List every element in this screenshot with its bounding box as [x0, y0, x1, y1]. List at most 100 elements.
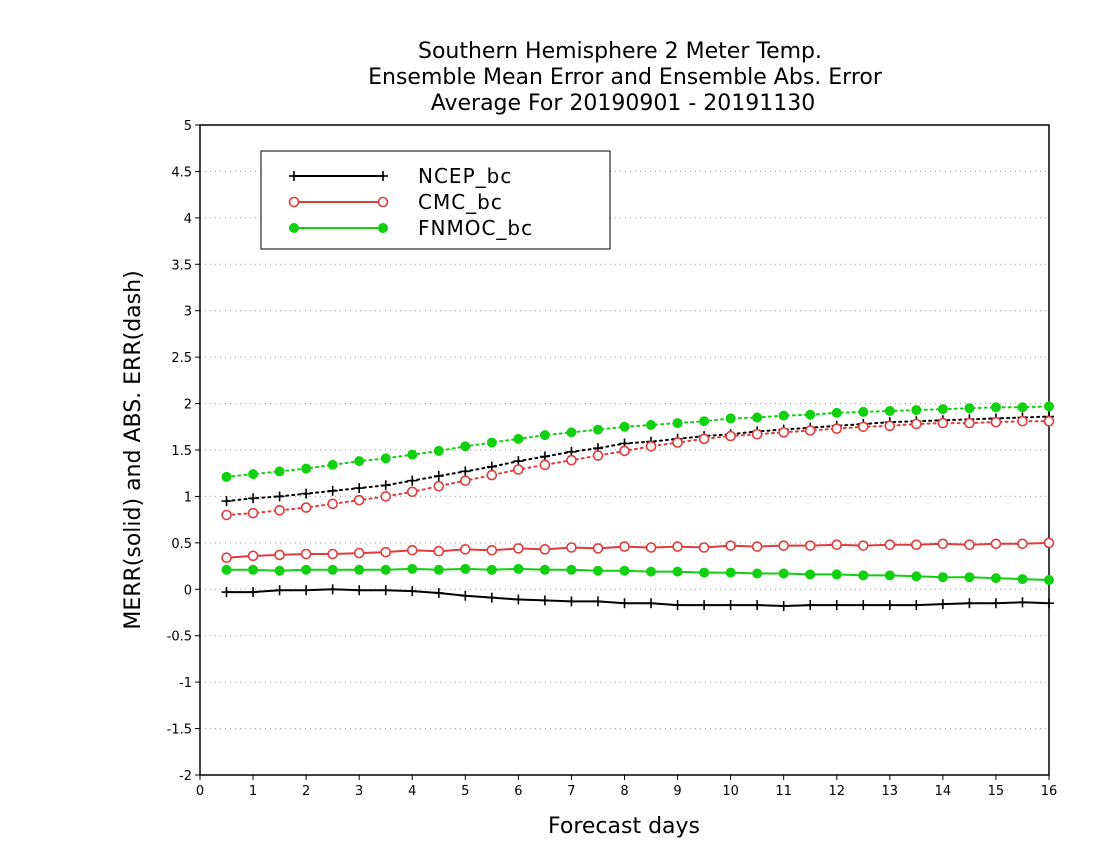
series-cmc-bc-merr-point — [725, 540, 736, 551]
series-fnmoc-bc-abs-err-point — [699, 416, 710, 427]
x-tick-label: 7 — [567, 784, 575, 799]
series-fnmoc-bc-merr-point — [407, 563, 418, 574]
series-ncep-bc-merr-point — [301, 585, 312, 596]
series-cmc-bc-merr-point — [433, 545, 445, 557]
x-tick-label: 5 — [461, 784, 469, 799]
series-fnmoc-bc-merr-point — [884, 570, 895, 581]
series-group — [221, 401, 1055, 611]
series-fnmoc-bc-merr-point — [486, 564, 497, 575]
series-ncep-bc-merr-point — [327, 584, 338, 595]
series-cmc-bc-abs-err-point — [804, 425, 816, 436]
series-fnmoc-bc-merr-point — [460, 563, 471, 574]
series-ncep-bc-merr-point — [407, 586, 418, 597]
y-tick-label: 4.5 — [171, 165, 192, 180]
series-fnmoc-bc-merr-point — [248, 564, 259, 575]
y-tick-label: -1.5 — [167, 723, 192, 738]
series-cmc-bc-abs-err-point — [247, 507, 259, 519]
series-cmc-bc-merr-point — [460, 544, 471, 555]
series-fnmoc-bc-abs-err-point — [619, 421, 630, 432]
series-cmc-bc-abs-err-point — [884, 420, 896, 432]
y-tick-label: 2.5 — [171, 351, 192, 366]
series-ncep-bc-merr-point — [354, 585, 365, 596]
series-cmc-bc-abs-err-point — [300, 502, 312, 513]
y-tick-label: -2 — [179, 769, 192, 784]
series-fnmoc-bc-abs-err-point — [566, 427, 577, 438]
series-fnmoc-bc-merr-point — [858, 570, 869, 581]
series-cmc-bc-merr-point — [274, 549, 285, 561]
series-fnmoc-bc-merr-point — [327, 564, 338, 575]
series-cmc-bc-merr-point — [486, 544, 498, 556]
series-fnmoc-bc-merr-point — [221, 564, 232, 575]
x-tick-label: 14 — [935, 784, 952, 799]
series-fnmoc-bc-merr-point — [1044, 575, 1054, 585]
series-ncep-bc-abs-err-point — [380, 480, 391, 491]
series-ncep-bc-abs-err-point — [248, 493, 259, 504]
series-fnmoc-bc-abs-err-point — [778, 410, 789, 421]
series-cmc-bc-merr-line — [226, 541, 1050, 559]
x-tick-label: 15 — [988, 784, 1005, 799]
series-fnmoc-bc-merr-point — [990, 573, 1001, 584]
y-tick-label: 4 — [184, 212, 192, 227]
series-fnmoc-bc-merr-point — [964, 572, 975, 583]
series-ncep-bc-abs-err-point — [407, 475, 418, 486]
series-fnmoc-bc-abs-err-point — [858, 406, 869, 417]
series-ncep-bc-merr-point — [592, 596, 603, 607]
series-cmc-bc-merr-point — [857, 540, 869, 551]
series-cmc-bc-merr-point — [884, 539, 896, 551]
series-fnmoc-bc-abs-err-point — [460, 441, 471, 452]
series-fnmoc-bc-abs-err-point — [486, 437, 497, 448]
x-tick-label: 4 — [408, 784, 416, 799]
series-cmc-bc-merr-point — [513, 543, 524, 554]
series-fnmoc-bc-abs-err-point — [937, 404, 948, 415]
series-fnmoc-bc-abs-err-point — [646, 419, 657, 430]
series-fnmoc-bc-merr-point — [592, 565, 603, 576]
series-cmc-bc-abs-err-point — [513, 464, 524, 475]
series-fnmoc-bc-merr-point — [937, 572, 948, 583]
title-line-2: Ensemble Mean Error and Ensemble Abs. Er… — [368, 65, 883, 90]
series-ncep-bc-abs-err-point — [301, 488, 312, 499]
series-ncep-bc-merr-point — [433, 588, 444, 598]
series-fnmoc-bc-abs-err-point — [725, 413, 736, 424]
series-cmc-bc-merr-point — [964, 539, 975, 551]
y-tick-label: 0 — [184, 583, 192, 598]
series-fnmoc-bc-abs-err-point — [513, 433, 524, 444]
series-cmc-bc-abs-err-point — [486, 469, 498, 481]
x-tick-label: 12 — [828, 784, 845, 799]
series-cmc-bc-abs-err-point — [566, 454, 577, 466]
series-ncep-bc-merr-point — [539, 595, 550, 606]
y-tick-label: 1 — [184, 490, 192, 505]
series-cmc-bc-abs-err-point — [406, 486, 418, 498]
series-ncep-bc-merr-line — [226, 588, 1050, 608]
series-fnmoc-bc-abs-err-point — [248, 469, 259, 480]
series-cmc-bc-merr-point — [539, 544, 551, 555]
legend-cmc-bc-marker-left — [288, 196, 300, 208]
series-ncep-bc-merr-point — [699, 600, 710, 611]
series-ncep-bc-merr-point — [725, 600, 736, 611]
y-axis: -2 -1.5 -1 -0.5 0 0.5 1 1.5 2 2.5 3 3.5 4 4.5 5 — [167, 119, 200, 784]
series-cmc-bc-abs-err-point — [778, 427, 789, 438]
series-cmc-bc-merr-point — [672, 541, 683, 552]
series-cmc-bc-abs-err-point — [460, 475, 471, 486]
series-cmc-bc-merr-point — [937, 538, 949, 550]
series-cmc-bc-abs-err-point — [672, 437, 683, 448]
series-fnmoc-bc-abs-err-point — [831, 407, 842, 418]
series-fnmoc-bc-merr-point — [699, 567, 710, 578]
series-ncep-bc-merr-point — [1017, 597, 1028, 608]
series-cmc-bc-merr-point — [221, 552, 232, 564]
series-cmc-bc-abs-err-point — [619, 445, 630, 457]
series-fnmoc-bc-abs-err-point — [752, 412, 763, 423]
series-ncep-bc-merr-point — [805, 600, 816, 611]
x-tick-label: 11 — [775, 784, 792, 799]
legend-ncep-bc-label: NCEP_bc — [418, 164, 512, 188]
series-cmc-bc-abs-err-point — [274, 505, 285, 516]
series-cmc-bc-merr-point — [566, 542, 577, 553]
series-ncep-bc-abs-err-point — [327, 485, 338, 496]
series-cmc-bc-abs-err-point — [857, 421, 869, 433]
series-fnmoc-bc-abs-err-point — [274, 466, 285, 477]
series-cmc-bc-merr-point — [327, 548, 338, 560]
series-fnmoc-bc-merr-point — [566, 564, 577, 575]
series-ncep-bc-merr-point — [964, 598, 975, 609]
series-cmc-bc-merr-point — [778, 540, 789, 551]
series-ncep-bc-merr-point — [911, 600, 922, 611]
series-fnmoc-bc-merr-point — [380, 564, 391, 575]
